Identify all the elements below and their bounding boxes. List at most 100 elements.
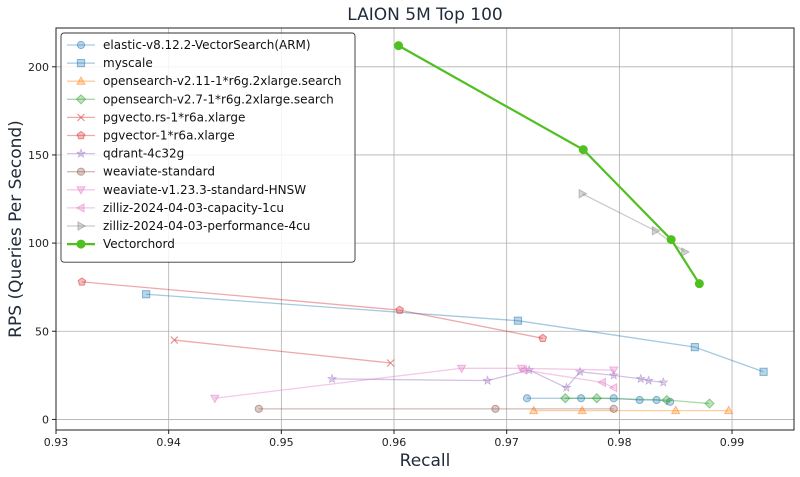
x-tick-label: 0.94 <box>156 436 181 449</box>
data-point <box>578 145 588 155</box>
series-7 <box>254 404 618 413</box>
data-point <box>77 277 87 286</box>
legend-item: weaviate-standard <box>67 165 215 179</box>
legend-label: zilliz-2024-04-03-capacity-1cu <box>103 201 284 215</box>
series-10 <box>578 188 690 257</box>
legend: elastic-v8.12.2-VectorSearch(ARM) myscale… <box>60 32 356 263</box>
data-point <box>759 367 768 376</box>
x-tick-label: 0.93 <box>44 436 69 449</box>
data-point <box>670 405 681 415</box>
series-line <box>397 44 701 285</box>
data-point <box>652 395 661 405</box>
data-point <box>142 290 151 299</box>
legend-label: opensearch-v2.7-1*r6g.2xlarge.search <box>103 92 334 106</box>
y-tick-label: 100 <box>28 237 49 250</box>
series-layer <box>77 41 768 415</box>
x-tick-label: 0.95 <box>269 436 294 449</box>
series-11 <box>394 41 704 289</box>
data-point <box>456 364 467 374</box>
legend-item: opensearch-v2.11-1*r6g.2xlarge.search <box>67 74 341 88</box>
data-point <box>170 336 179 345</box>
data-point <box>661 394 672 406</box>
data-point <box>528 405 539 415</box>
y-axis-title: RPS (Queries Per Second) <box>6 120 26 338</box>
data-point <box>326 373 338 384</box>
data-point <box>704 398 715 409</box>
data-point <box>76 59 86 68</box>
series-5 <box>77 277 548 343</box>
legend-item: zilliz-2024-04-03-performance-4cu <box>67 219 310 233</box>
series-1 <box>142 290 768 376</box>
series-4 <box>170 336 395 367</box>
series-line <box>526 397 671 403</box>
data-point <box>254 404 263 413</box>
data-point <box>666 235 676 245</box>
data-point <box>690 343 699 352</box>
data-point <box>635 373 646 384</box>
series-9 <box>518 365 618 393</box>
data-point <box>75 148 87 158</box>
series-line <box>146 293 764 373</box>
x-tick-label: 0.97 <box>494 436 519 449</box>
legend-item: Vectorchord <box>67 237 175 251</box>
data-point <box>395 305 405 314</box>
legend-item: weaviate-v1.23.3-standard-HNSW <box>67 183 306 197</box>
legend-label: weaviate-v1.23.3-standard-HNSW <box>103 183 306 197</box>
series-line <box>332 369 664 389</box>
data-point <box>76 167 86 176</box>
legend-item: elastic-v8.12.2-VectorSearch(ARM) <box>67 38 311 52</box>
data-point <box>77 221 87 231</box>
x-tick-label: 0.99 <box>720 436 745 449</box>
data-point <box>635 395 644 405</box>
legend-label: Vectorchord <box>103 237 175 251</box>
series-0 <box>522 394 675 406</box>
legend-item: pgvecto.rs-1*r6a.xlarge <box>67 110 245 124</box>
data-point <box>609 404 618 413</box>
legend-label: myscale <box>103 56 153 70</box>
series-2 <box>528 405 734 415</box>
data-point <box>577 405 588 415</box>
chart-title: LAION 5M Top 100 <box>347 5 502 25</box>
series-line <box>523 369 615 389</box>
data-point <box>658 377 669 387</box>
legend-label: opensearch-v2.11-1*r6g.2xlarge.search <box>103 74 341 88</box>
y-tick-label: 50 <box>35 325 49 338</box>
legend-item: pgvector-1*r6a.xlarge <box>67 129 235 143</box>
legend-item: myscale <box>67 56 153 70</box>
legend-label: zilliz-2024-04-03-performance-4cu <box>103 219 310 233</box>
y-axis-ticks: 0 50 100 150 200 <box>28 61 56 426</box>
x-axis-title: Recall <box>400 451 451 471</box>
data-point <box>681 247 690 257</box>
data-point <box>578 188 588 199</box>
x-tick-label: 0.96 <box>382 436 407 449</box>
data-point <box>643 375 654 385</box>
data-point <box>522 394 532 403</box>
data-point <box>76 239 86 249</box>
legend-item: zilliz-2024-04-03-capacity-1cu <box>67 201 284 215</box>
series-line <box>174 339 391 364</box>
data-point <box>482 375 493 385</box>
y-tick-label: 0 <box>42 413 49 426</box>
data-point <box>651 225 661 236</box>
data-point <box>538 333 548 343</box>
data-point <box>609 394 618 403</box>
legend-item: opensearch-v2.7-1*r6g.2xlarge.search <box>67 92 334 106</box>
data-point <box>77 113 85 122</box>
legend-item: qdrant-4c32g <box>67 147 184 161</box>
data-point <box>75 94 87 105</box>
data-point <box>513 316 523 325</box>
data-point <box>591 393 603 404</box>
data-point <box>394 41 404 51</box>
data-point <box>491 404 500 413</box>
data-point <box>75 203 85 213</box>
data-point <box>518 365 528 375</box>
series-6 <box>326 364 669 393</box>
series-line <box>81 281 543 339</box>
data-point <box>524 364 535 375</box>
legend-label: pgvector-1*r6a.xlarge <box>103 129 235 143</box>
data-point <box>576 394 586 403</box>
data-point <box>608 382 618 393</box>
data-point <box>608 366 619 376</box>
legend-label: weaviate-standard <box>103 165 215 179</box>
